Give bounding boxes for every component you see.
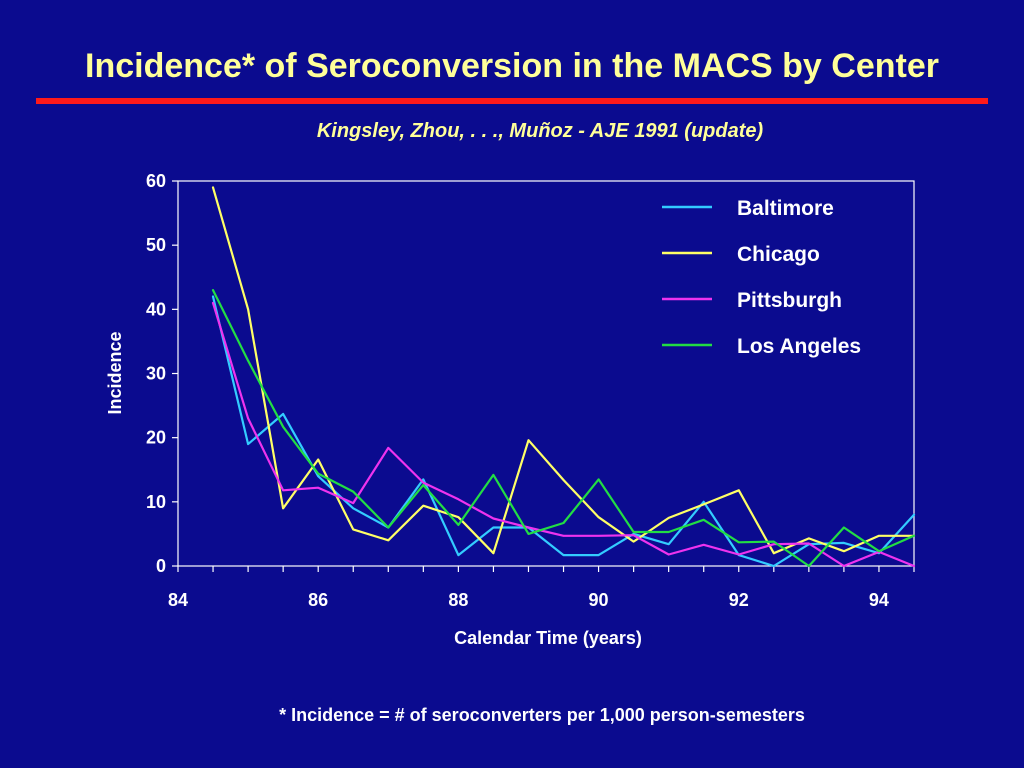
- x-axis-label: Calendar Time (years): [454, 628, 642, 648]
- citation-subtitle: Kingsley, Zhou, . . ., Muñoz - AJE 1991 …: [316, 120, 764, 142]
- legend-label: Chicago: [737, 243, 820, 266]
- legend-label: Pittsburgh: [737, 289, 842, 312]
- x-tick-label: 92: [729, 590, 749, 610]
- y-tick-label: 0: [156, 556, 166, 576]
- y-tick-label: 50: [146, 235, 166, 255]
- x-tick-label: 86: [308, 590, 328, 610]
- series-line-pittsburgh: [211, 301, 916, 568]
- incidence-footnote: * Incidence = # of seroconverters per 1,…: [279, 705, 805, 725]
- chart-axes: 0 10 20 30 40 50 60 84 86 88 90 92 94: [146, 171, 915, 610]
- chart-series-layer: [211, 186, 916, 568]
- y-tick-label: 10: [146, 492, 166, 512]
- series-line-baltimore: [211, 295, 916, 568]
- title-underline: [36, 98, 988, 104]
- x-tick-label: 90: [589, 590, 609, 610]
- slide-title: Incidence* of Seroconversion in the MACS…: [85, 47, 939, 85]
- chart-legend: Baltimore Chicago Pittsburgh Los Angeles: [662, 197, 861, 358]
- plot-frame: [177, 180, 915, 567]
- y-tick-label: 60: [146, 171, 166, 191]
- legend-label: Los Angeles: [737, 335, 861, 358]
- x-tick-label: 84: [168, 590, 188, 610]
- y-tick-label: 40: [146, 299, 166, 319]
- x-tick-label: 88: [448, 590, 468, 610]
- y-tick-label: 30: [146, 364, 166, 384]
- y-tick-label: 20: [146, 428, 166, 448]
- series-line-los-angeles: [211, 289, 916, 568]
- legend-label: Baltimore: [737, 197, 834, 220]
- y-axis-label: Incidence: [105, 331, 125, 414]
- x-tick-label: 94: [869, 590, 889, 610]
